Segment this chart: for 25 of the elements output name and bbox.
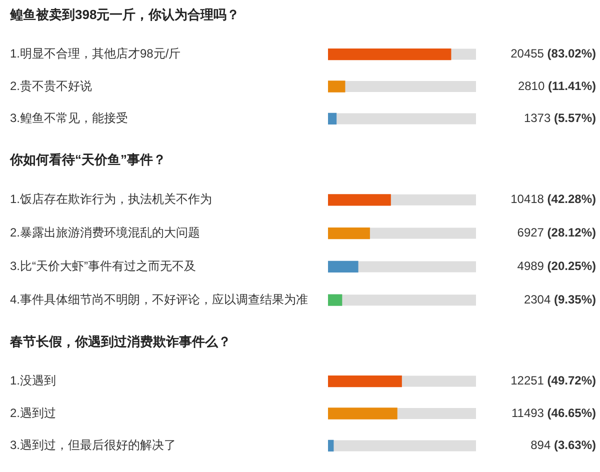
y-tick-label: 2.暴露出旅游消费环境混乱的大问题 — [10, 226, 200, 240]
y-tick-label: 3.比“天价大虾”事件有过之而无不及 — [10, 259, 196, 274]
data-label: 10418 (42.28%) — [510, 192, 596, 206]
data-label: 6927 (28.12%) — [517, 226, 596, 240]
data-label: 2304 (9.35%) — [524, 292, 596, 306]
y-tick-label: 3.遇到过，但最后很好的解决了 — [10, 438, 176, 452]
y-tick-label: 4.事件具体细节尚不明朗，不好评论，应以调查结果为准 — [10, 292, 308, 306]
text: 春节长假，你遇到过消费欺诈事件么？ — [8, 333, 232, 351]
text: 鳇鱼被卖到398元一斤，你认为合理吗？ — [8, 6, 241, 24]
y-tick-label: 2.遇到过 — [10, 406, 56, 420]
data-label: 20455 (83.02%) — [510, 46, 596, 61]
y-tick-label: 3.鳇鱼不常见，能接受 — [10, 111, 128, 126]
y-tick-label: 1.没遇到 — [10, 374, 56, 388]
text: 你如何看待“天价鱼”事件？ — [8, 151, 167, 169]
bar — [328, 294, 342, 306]
data-label: 1373 (5.57%) — [524, 111, 596, 126]
y-tick-label: 2.贵不贵不好说 — [10, 78, 92, 93]
data-label: 894 (3.63%) — [530, 438, 596, 452]
data-label: 12251 (49.72%) — [510, 374, 596, 388]
bar — [328, 260, 358, 273]
y-tick-label: 1.明显不合理，其他店才98元/斤 — [10, 46, 181, 61]
data-label: 2810 (11.41%) — [518, 78, 596, 93]
data-label: 11493 (46.65%) — [511, 406, 596, 420]
y-tick-label: 1.饭店存在欺诈行为，执法机关不作为 — [10, 192, 212, 206]
data-label: 4989 (20.25%) — [517, 259, 596, 274]
